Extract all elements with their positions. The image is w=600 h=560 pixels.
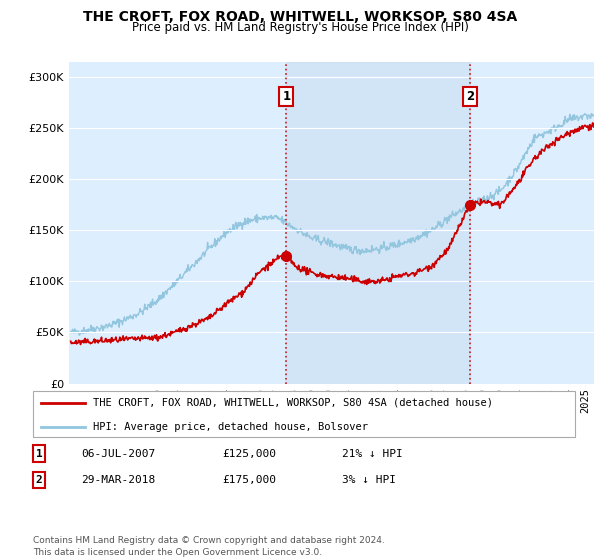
Text: 2: 2 [35, 475, 43, 485]
Text: 3% ↓ HPI: 3% ↓ HPI [342, 475, 396, 485]
Text: £175,000: £175,000 [222, 475, 276, 485]
Text: 1: 1 [282, 90, 290, 103]
Text: THE CROFT, FOX ROAD, WHITWELL, WORKSOP, S80 4SA: THE CROFT, FOX ROAD, WHITWELL, WORKSOP, … [83, 10, 517, 24]
Text: 21% ↓ HPI: 21% ↓ HPI [342, 449, 403, 459]
Text: £125,000: £125,000 [222, 449, 276, 459]
Text: 29-MAR-2018: 29-MAR-2018 [81, 475, 155, 485]
Text: 06-JUL-2007: 06-JUL-2007 [81, 449, 155, 459]
Text: 2: 2 [466, 90, 474, 103]
Text: HPI: Average price, detached house, Bolsover: HPI: Average price, detached house, Bols… [93, 422, 368, 432]
Text: Price paid vs. HM Land Registry's House Price Index (HPI): Price paid vs. HM Land Registry's House … [131, 21, 469, 34]
Text: THE CROFT, FOX ROAD, WHITWELL, WORKSOP, S80 4SA (detached house): THE CROFT, FOX ROAD, WHITWELL, WORKSOP, … [93, 398, 493, 408]
Bar [286, 62, 470, 384]
FancyBboxPatch shape [33, 391, 575, 437]
Text: 1: 1 [35, 449, 43, 459]
Text: Contains HM Land Registry data © Crown copyright and database right 2024.
This d: Contains HM Land Registry data © Crown c… [33, 536, 385, 557]
